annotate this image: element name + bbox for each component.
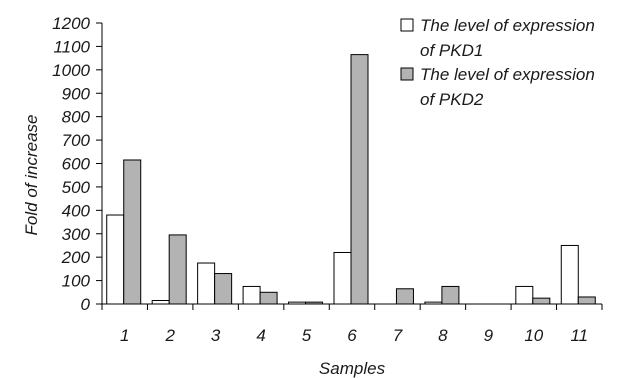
y-tick-label: 200 — [61, 248, 91, 267]
x-tick-label: 8 — [438, 326, 448, 345]
legend: The level of expression of PKD1 The leve… — [400, 16, 595, 109]
bar-pkd2 — [350, 54, 369, 305]
y-tick-label: 900 — [62, 84, 91, 103]
bar-pkd1 — [242, 285, 261, 305]
bar-pkd1 — [560, 244, 579, 305]
y-tick-label: 300 — [62, 225, 91, 244]
ticks: 0 100 200 300 400 500 600 700 800 900 1000 1100 1200… — [52, 14, 603, 345]
bar-pkd2 — [441, 285, 460, 305]
bar-pkd2 — [168, 234, 187, 305]
y-axis-title: Fold of increase — [22, 115, 41, 236]
x-tick-label: 11 — [570, 326, 588, 345]
x-tick-label: 4 — [256, 326, 265, 345]
bar-pkd2 — [532, 297, 551, 305]
legend-label-pkd1-line2: of PKD1 — [420, 41, 483, 60]
bars — [106, 54, 596, 305]
bar-pkd2 — [577, 296, 596, 305]
x-tick-label: 1 — [120, 326, 129, 345]
bar-pkd1 — [288, 301, 307, 305]
y-tick-label: 600 — [62, 155, 91, 174]
legend-label-pkd2-line1: The level of expression — [420, 65, 595, 84]
y-tick-label: 1000 — [52, 61, 90, 80]
x-axis-title: Samples — [319, 359, 386, 378]
x-tick-label: 2 — [164, 326, 175, 345]
x-tick-label: 3 — [211, 326, 221, 345]
bar-pkd1 — [197, 262, 216, 305]
legend-label-pkd1-line1: The level of expression — [420, 16, 595, 35]
y-tick-label: 1200 — [52, 14, 90, 33]
legend-swatch-pkd2 — [400, 67, 414, 81]
bar-pkd2 — [123, 159, 142, 305]
bar-pkd2 — [305, 301, 324, 305]
y-tick-label: 400 — [62, 201, 91, 220]
bar-pkd2 — [259, 291, 278, 305]
bar-pkd1 — [515, 285, 534, 305]
bar-pkd1 — [333, 251, 352, 305]
bar-pkd1 — [106, 214, 125, 305]
x-tick-label: 10 — [524, 326, 543, 345]
y-tick-label: 100 — [62, 272, 91, 291]
y-tick-label: 0 — [81, 295, 91, 314]
bar-pkd1 — [424, 301, 443, 305]
y-tick-label: 1100 — [53, 37, 90, 56]
y-tick-label: 800 — [62, 108, 91, 127]
legend-label-pkd2-line2: of PKD2 — [420, 90, 484, 109]
y-tick-label: 500 — [62, 178, 91, 197]
bar-pkd2 — [395, 288, 414, 305]
x-tick-label: 6 — [347, 326, 357, 345]
legend-swatch-pkd1 — [400, 18, 414, 32]
bar-pkd1 — [151, 299, 170, 305]
x-tick-label: 9 — [484, 326, 494, 345]
x-tick-label: 5 — [302, 326, 312, 345]
x-tick-label: 7 — [393, 326, 403, 345]
y-tick-label: 700 — [62, 131, 91, 150]
bar-pkd2 — [214, 273, 233, 305]
